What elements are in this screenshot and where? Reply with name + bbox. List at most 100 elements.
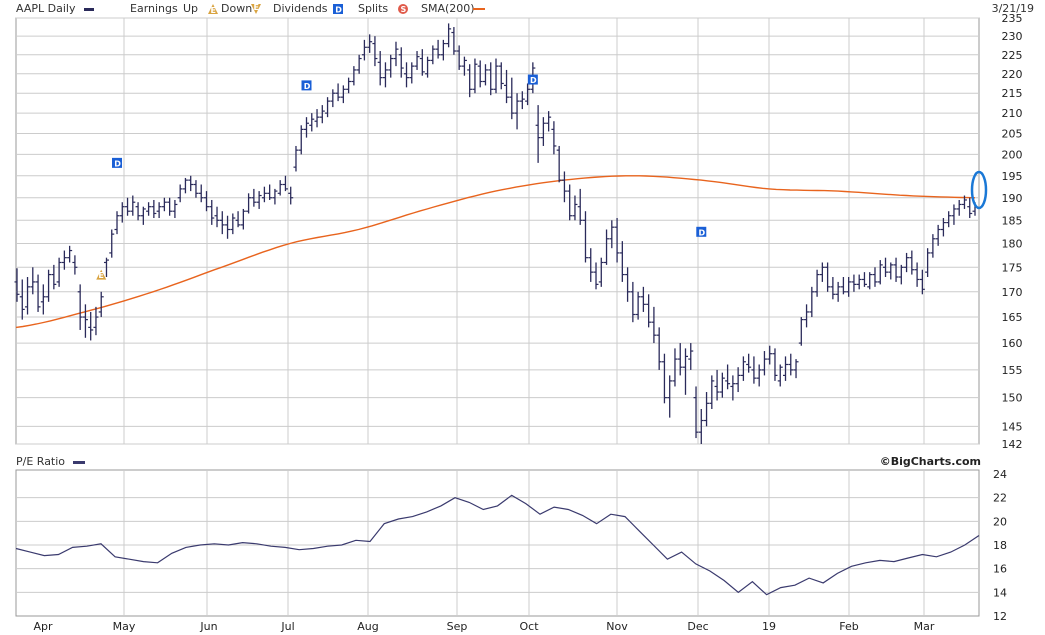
ohlc-bar [440,39,446,61]
ohlc-bar [119,202,125,223]
x-axis: Apr May Jun Jul Aug Sep Oct Nov Dec 19 Feb Mar [33,620,934,633]
ohlc-bar [667,375,673,418]
price-y-tick-label: 165 [1002,311,1023,324]
ohlc-bar [714,369,720,401]
ohlc-bar [314,109,320,128]
price-y-tick-label: 230 [1002,30,1023,43]
ohlc-bar [735,367,741,393]
ohlc-bar [525,83,531,106]
pe-panel: 24 22 20 18 16 14 12 [15,468,1007,623]
dividend-badge-icon: D [112,157,123,168]
ohlc-bar [819,262,825,282]
pe-y-tick-label: 20 [993,515,1007,528]
ohlc-bar [240,208,246,230]
ohlc-bar [409,62,415,84]
ohlc-bar [883,257,889,278]
chart-header: AAPL Daily Earnings Up E Down E Dividend… [16,2,1034,15]
ohlc-bar [93,306,99,336]
ohlc-bar [272,188,278,205]
ohlc-bar [219,211,225,235]
price-y-tick-label: 155 [1002,364,1023,377]
ohlc-bar [961,195,967,209]
price-y-tick-label: 205 [1002,127,1023,140]
dividend-badge-icon: D [696,226,707,237]
ohlc-bar [198,184,204,203]
ohlc-bar [840,277,846,295]
earnings-label: Earnings [130,2,178,15]
ohlc-bar [209,199,215,225]
ohlc-bar [82,304,88,338]
price-y-tick-label: 145 [1002,420,1023,433]
ohlc-bar [651,306,657,344]
ohlc-bar [72,255,78,275]
ohlc-bar [830,277,836,300]
symbol-legend-icon [84,8,94,11]
x-tick-label: Mar [914,620,935,633]
ohlc-bar [182,177,188,194]
ohlc-bar [677,343,683,376]
bigcharts-brand: ©BigCharts.com [880,455,981,468]
ohlc-bar [430,45,436,65]
ohlc-bar [940,218,946,237]
ohlc-bar [851,274,857,292]
ohlc-bar [872,267,878,287]
ohlc-bar [293,145,299,172]
ohlc-bar [151,199,157,219]
ohlc-bar [904,252,910,273]
pe-y-tick-label: 12 [993,610,1007,623]
ohlc-bar [25,277,31,315]
ohlc-bar [856,274,862,290]
ohlc-bar [535,105,541,163]
ohlc-bar [877,260,883,285]
ohlc-bar [577,188,583,225]
ohlc-bar [919,269,925,295]
svg-text:D: D [335,6,342,15]
svg-text:E: E [98,271,103,280]
price-y-tick-label: 195 [1002,170,1023,183]
price-plot-area [15,17,980,445]
ohlc-bar [377,51,383,86]
ohlc-bar [588,248,594,282]
sma-200-line [15,175,976,329]
ohlc-bar [277,180,283,196]
pe-line-layer [15,494,980,596]
svg-text:D: D [304,82,311,91]
ohlc-bar [546,111,552,132]
ohlc-bar [646,294,652,328]
pe-y-tick-label: 24 [993,468,1007,481]
x-tick-label: Oct [519,620,539,633]
ohlc-bar [230,213,236,235]
sma-layer [15,175,976,329]
price-y-tick-label: 225 [1002,49,1023,62]
symbol-label: AAPL Daily [16,2,76,15]
ohlc-bar [35,274,41,312]
ohlc-bar [56,257,62,287]
ohlc-bar [425,56,431,78]
ohlc-bar [846,277,852,297]
chart-date: 3/21/19 [992,2,1034,15]
ohlc-bar [709,375,715,410]
ohlc-bar [788,353,794,376]
x-tick-label: Feb [839,620,858,633]
ohlc-bar [835,281,841,302]
price-y-tick-label: 180 [1002,237,1023,250]
price-y-tick-label: 160 [1002,337,1023,350]
ohlc-bar [451,27,457,55]
ohlc-bar [898,264,904,285]
ohlc-bar [619,241,625,282]
ohlc-bar [756,364,762,387]
ohlc-bar [256,191,262,209]
sma-label: SMA(200) [421,2,475,15]
ohlc-bar [140,206,146,225]
ohlc-bar [635,291,641,320]
ohlc-bar [661,353,667,404]
price-panel: 235 230 225 220 215 210 205 200 195 190 185 180 175 1… [14,12,1023,451]
ohlc-bar [435,39,441,59]
price-grid [16,17,979,445]
ohlc-bar [203,191,209,212]
x-tick-label: Jun [199,620,217,633]
ohlc-bar [867,272,873,290]
svg-text:E: E [211,6,216,15]
pe-plot-area [15,469,980,617]
ohlc-bar [404,62,410,88]
